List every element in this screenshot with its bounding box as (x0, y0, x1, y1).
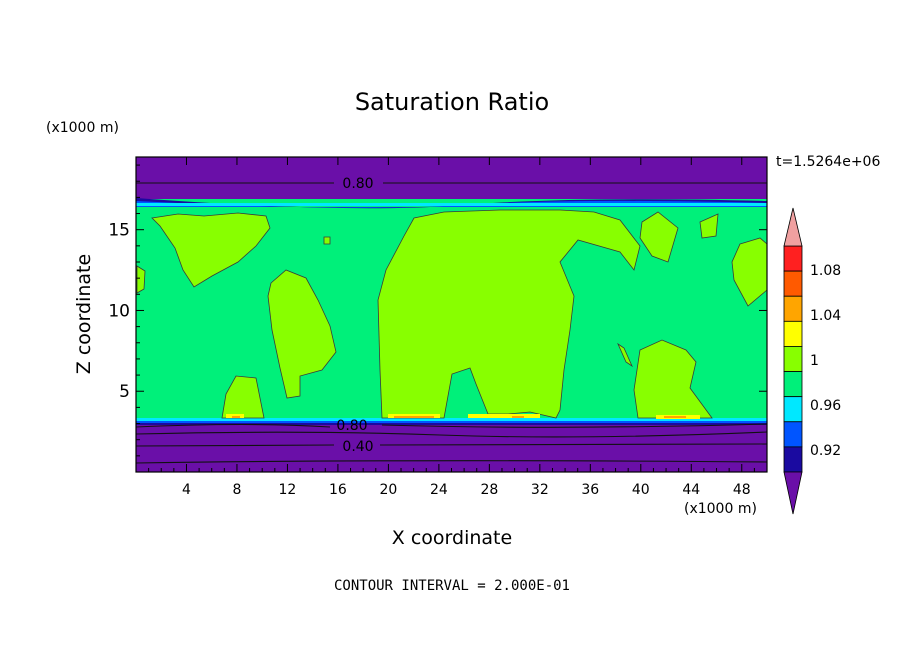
upper-blue-band (136, 200, 767, 208)
x-tick-label-5: 24 (430, 482, 448, 498)
contour-interval-note: CONTOUR INTERVAL = 2.000E-01 (333, 578, 570, 594)
lower-dark-blue-band (136, 423, 767, 425)
time-stamp: t=1.5264e+06 (776, 154, 881, 170)
colorbar-bin-8 (783, 446, 803, 473)
upper-cyan-band (136, 203, 767, 206)
x-tick-label-8: 36 (581, 482, 599, 498)
high-ratio-pocket-2 (468, 414, 540, 418)
colorbar-label-3: 0.96 (810, 398, 841, 414)
supersaturated-region-0 (151, 212, 271, 288)
supersaturated-region-2 (267, 269, 337, 399)
y-tick-label-2: 15 (108, 221, 130, 241)
x-axis-unit: (x1000 m) (684, 501, 757, 517)
contour-line-lower-c (135, 443, 768, 447)
colorbar: 1.08 1.04 1 0.96 0.92 (783, 207, 841, 515)
contour-line-lower-b (135, 431, 768, 438)
z-axis-unit: (x1000 m) (46, 120, 119, 136)
supersaturated-region-6 (639, 211, 679, 263)
layer-band-2 (136, 157, 767, 199)
colorbar-top-arrow (783, 207, 803, 247)
x-tick-label-9: 40 (632, 482, 650, 498)
supersaturated-region-8 (731, 237, 768, 307)
colorbar-label-0: 1.08 (810, 263, 841, 279)
x-tick-label-6: 28 (480, 482, 498, 498)
contour-line-lower-a (135, 423, 768, 428)
supersaturated-region-4 (221, 375, 265, 419)
x-tick-label-1: 8 (232, 482, 241, 498)
contour-field: 0.80 0.80 0.40 (135, 157, 768, 472)
peak-ratio-pocket-3 (664, 416, 686, 418)
x-tick-label-11: 48 (733, 482, 751, 498)
layer-band-0 (136, 420, 767, 472)
x-tick-label-0: 4 (182, 482, 191, 498)
contour-label-0: 0.80 (342, 176, 373, 192)
colorbar-label-1: 1.04 (810, 308, 841, 324)
lower-cyan-band (136, 418, 767, 421)
colorbar-bottom-arrow (783, 471, 803, 515)
colorbar-bin-3 (783, 320, 803, 347)
contour-label-2: 0.40 (342, 439, 373, 455)
y-axis-label: Z coordinate (73, 253, 95, 375)
colorbar-bin-1 (783, 270, 803, 297)
colorbar-bin-0 (783, 245, 803, 272)
y-tick-label-0: 5 (119, 382, 130, 402)
x-tick-label-7: 32 (531, 482, 549, 498)
colorbar-bin-2 (783, 295, 803, 322)
contour-label-1: 0.80 (336, 418, 367, 434)
colorbar-bin-6 (783, 396, 803, 423)
supersaturated-region-10 (617, 342, 633, 368)
x-tick-label-2: 12 (279, 482, 297, 498)
x-tick-label-10: 44 (682, 482, 700, 498)
contour-line-lower-d (135, 460, 768, 464)
peak-ratio-pocket-1 (394, 416, 434, 418)
colorbar-bin-7 (783, 421, 803, 448)
y-tick-label-1: 10 (108, 301, 130, 321)
chart-title: Saturation Ratio (354, 88, 550, 116)
supersaturated-region-5 (633, 339, 713, 419)
peak-ratio-pocket-0 (232, 416, 240, 418)
supersaturated-region-9 (323, 236, 331, 245)
lower-blue-band (136, 421, 767, 423)
supersaturated-region-7 (699, 213, 719, 239)
colorbar-bin-4 (783, 346, 803, 372)
x-axis-label: X coordinate (391, 527, 513, 549)
colorbar-label-4: 0.92 (810, 443, 841, 459)
colorbar-bin-5 (783, 371, 803, 398)
supersaturated-region-1 (136, 265, 146, 294)
x-tick-label-3: 16 (329, 482, 347, 498)
supersaturated-region-3 (377, 209, 641, 419)
peak-ratio-pocket-2 (512, 416, 524, 418)
x-tick-label-4: 20 (379, 482, 397, 498)
colorbar-label-2: 1 (810, 353, 819, 369)
